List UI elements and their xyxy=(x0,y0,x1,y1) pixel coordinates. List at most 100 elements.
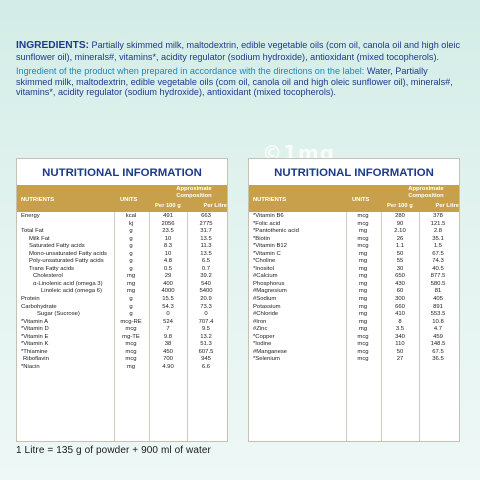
value-per100g: 9.8 xyxy=(163,333,173,340)
nutrient-unit: mcg xyxy=(357,333,369,340)
value-per100g: 110 xyxy=(395,341,405,348)
table-row: Carbohydrate g 54.3 73.3 xyxy=(17,304,227,312)
value-per-litre: 13.2 xyxy=(200,333,212,340)
value-per-litre: 607.5 xyxy=(198,348,214,355)
col-units: UNITS xyxy=(120,197,138,203)
nutrient-name: #Zinc xyxy=(253,326,268,333)
value-per100g: 4000 xyxy=(161,288,175,295)
nutrient-unit: mg xyxy=(358,273,368,280)
table-row: *Selenium mcg 27 36.5 xyxy=(249,356,459,364)
value-per100g: 300 xyxy=(395,296,405,303)
nutrient-name: *Copper xyxy=(253,333,275,340)
nutrient-unit: mcg-RE xyxy=(120,318,142,325)
value-per-litre: 553.5 xyxy=(430,311,446,318)
table-row: *Vitamin D mcg 7 9.5 xyxy=(17,326,227,334)
nutrient-name: *Vitamin D xyxy=(21,326,49,333)
value-per100g: 10 xyxy=(164,235,172,242)
nutrient-unit: g xyxy=(129,243,133,250)
nutrient-unit: mg xyxy=(358,265,368,272)
value-per-litre: 1.5 xyxy=(433,243,443,250)
nutrient-unit: mg xyxy=(358,258,368,265)
table-row: Sugar (Sucrose) g 0 0 xyxy=(17,311,227,319)
value-per100g: 55 xyxy=(396,258,404,265)
nutrient-name: *Vitamin E xyxy=(21,333,49,340)
table-row: Riboflavin mcg 700 945 xyxy=(17,356,227,364)
col-nutrients: NUTRIENTS xyxy=(253,197,287,203)
table-row: *Vitamin K mcg 38 51.3 xyxy=(17,341,227,349)
nutrient-unit: mg xyxy=(126,288,136,295)
value-per100g: 8 xyxy=(398,318,402,325)
nutrient-name: Carbohydrate xyxy=(21,303,57,310)
nutrient-unit: mcg xyxy=(357,213,369,219)
nutrient-name: Total Fat xyxy=(21,228,44,235)
nutrient-unit: g xyxy=(129,265,133,272)
value-per100g: 38 xyxy=(164,341,172,348)
nutrient-unit: mg xyxy=(358,280,368,287)
nutrient-unit: mg xyxy=(358,250,368,257)
value-per100g: 280 xyxy=(395,213,405,219)
nutrient-name: Sugar (Sucrose) xyxy=(37,311,80,318)
nutrient-unit: mg xyxy=(358,311,368,318)
value-per-litre: 36.5 xyxy=(432,356,444,363)
col-units: UNITS xyxy=(352,197,370,203)
value-per-litre: 5400 xyxy=(199,288,213,295)
value-per-litre: 2775 xyxy=(199,220,213,227)
value-per-litre: 0.7 xyxy=(201,265,211,272)
nutrient-name: #Iron xyxy=(253,318,267,325)
table-row: #Sodium mg 300 405 xyxy=(249,296,459,304)
nutrient-unit: mcg xyxy=(125,356,137,363)
col-per100: Per 100 g xyxy=(155,203,181,209)
value-per-litre: 67.5 xyxy=(432,348,444,355)
nutrient-unit: g xyxy=(129,250,133,257)
nutrient-unit: g xyxy=(129,258,133,265)
value-per100g: 27 xyxy=(396,356,404,363)
value-per100g: 2.10 xyxy=(394,228,406,235)
table-row: *Folic acid mcg 90 121.5 xyxy=(249,221,459,229)
nutrient-name: *Selenium xyxy=(253,356,280,363)
prepared-text: Water, Partially skimmed milk, maltodext… xyxy=(16,66,453,98)
value-per-litre: 0 xyxy=(204,311,208,318)
table-row: Milk Fat g 10 13.5 xyxy=(17,236,227,244)
value-per-litre: 663 xyxy=(201,213,211,219)
column-divider xyxy=(381,212,382,441)
nutrient-name: α-Linolenic acid (omega 3) xyxy=(33,280,103,287)
nutrient-unit: mcg xyxy=(125,348,137,355)
value-per-litre: 13.5 xyxy=(200,250,212,257)
value-per100g: 700 xyxy=(163,356,173,363)
table-row: *Biotin mcg 26 35.1 xyxy=(249,236,459,244)
value-per100g: 4.90 xyxy=(162,363,174,370)
column-divider xyxy=(149,212,150,441)
table-row: #Calcium mg 650 877.5 xyxy=(249,273,459,281)
nutrition-table-right: NUTRITIONAL INFORMATION NUTRIENTS UNITS … xyxy=(248,158,460,442)
value-per-litre: 11.3 xyxy=(200,243,212,250)
nutrient-name: #Calcium xyxy=(253,273,278,280)
value-per100g: 3.5 xyxy=(395,326,405,333)
table-row: Mono-unsaturated Fatty acids g 10 13.5 xyxy=(17,251,227,259)
nutrient-unit: mcg xyxy=(125,341,137,348)
nutrient-unit: g xyxy=(129,303,133,310)
column-divider xyxy=(114,212,115,441)
value-per100g: 660 xyxy=(395,303,405,310)
ingredients-heading: INGREDIENTS: xyxy=(16,40,90,51)
table-header: NUTRIENTS UNITS Approximate Composition … xyxy=(249,185,459,212)
table-row: Total Fat g 23.5 31.7 xyxy=(17,228,227,236)
table-header: NUTRIENTS UNITS Approximate Composition … xyxy=(17,185,227,212)
value-per-litre: 73.3 xyxy=(200,303,212,310)
value-per100g: 410 xyxy=(395,311,405,318)
column-divider xyxy=(187,212,188,441)
value-per100g: 50 xyxy=(396,250,404,257)
col-nutrients: NUTRIENTS xyxy=(21,197,55,203)
value-per100g: 8.3 xyxy=(163,243,173,250)
value-per-litre: 10.8 xyxy=(432,318,444,325)
table-row: *Pantothenic acid mg 2.10 2.8 xyxy=(249,228,459,236)
col-per-litre: Per Litre xyxy=(435,203,459,209)
value-per100g: 90 xyxy=(396,220,404,227)
table-row: *Thiamine mcg 450 607.5 xyxy=(17,349,227,357)
value-per100g: 1.1 xyxy=(395,243,405,250)
nutrient-name: #Manganese xyxy=(253,348,288,355)
value-per100g: 4.8 xyxy=(163,258,173,265)
value-per-litre: 707.4 xyxy=(198,318,214,325)
value-per-litre: 580.5 xyxy=(430,280,446,287)
value-per100g: 26 xyxy=(396,235,404,242)
nutrient-unit: mcg xyxy=(125,326,137,333)
